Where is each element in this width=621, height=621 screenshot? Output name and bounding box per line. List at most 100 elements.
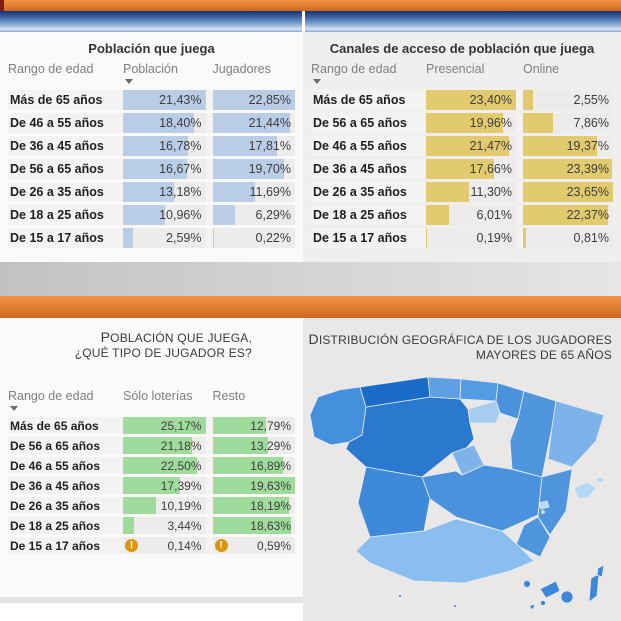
table-row[interactable]: De 26 a 35 años 10,19% 18,19%: [8, 497, 295, 514]
table-row[interactable]: De 18 a 25 años 6,01% 22,37%: [311, 205, 613, 225]
table-row[interactable]: De 56 a 65 años 16,67% 19,70%: [8, 159, 295, 179]
data-bar-cell[interactable]: 22,37%: [523, 205, 613, 225]
data-bar-cell[interactable]: 11,69%: [212, 182, 295, 202]
data-bar-cell[interactable]: 18,40%: [123, 113, 206, 133]
map-region-ceuta-melilla[interactable]: [398, 594, 457, 608]
data-bar-cell[interactable]: ! 0,14%: [123, 537, 206, 554]
table-row[interactable]: De 36 a 45 años 16,78% 17,81%: [8, 136, 295, 156]
data-bar-cell[interactable]: 16,89%: [212, 457, 295, 474]
data-bar-cell[interactable]: 19,96%: [426, 113, 516, 133]
table-row[interactable]: De 56 a 65 años 19,96% 7,86%: [311, 113, 613, 133]
table-row[interactable]: Más de 65 años 25,17% 12,79%: [8, 417, 295, 434]
data-bar-cell[interactable]: 0,19%: [426, 228, 516, 248]
data-bar: [212, 205, 236, 225]
data-bar-cell[interactable]: 2,55%: [523, 90, 613, 110]
data-bar-cell[interactable]: 17,81%: [212, 136, 295, 156]
data-bar-cell[interactable]: 21,44%: [212, 113, 295, 133]
map-region-madrid[interactable]: [451, 444, 485, 476]
cell-value: 21,18%: [160, 438, 202, 453]
map-region-cataluna[interactable]: [547, 400, 605, 468]
data-bar-cell[interactable]: 18,19%: [212, 497, 295, 514]
data-bar-cell[interactable]: 19,37%: [523, 136, 613, 156]
map-region-cantabria[interactable]: [427, 376, 462, 400]
map-region-navarra[interactable]: [495, 382, 525, 420]
table-row[interactable]: De 36 a 45 años 17,39% 19,63%: [8, 477, 295, 494]
data-bar-cell[interactable]: 21,18%: [123, 437, 206, 454]
panel-poblacion-que-juega: Población que juega Rango de edad Poblac…: [0, 32, 303, 262]
data-bar-cell[interactable]: 2,59%: [123, 228, 206, 248]
table-row[interactable]: De 36 a 45 años 17,66% 23,39%: [311, 159, 613, 179]
data-bar-cell[interactable]: 23,65%: [523, 182, 613, 202]
data-bar-cell[interactable]: 17,66%: [426, 159, 516, 179]
column-header-poblacion[interactable]: Población: [123, 62, 206, 90]
map-region-canarias[interactable]: [523, 564, 605, 611]
data-bar-cell[interactable]: 10,19%: [123, 497, 206, 514]
panel-mapa-distribucion: DISTRIBUCIÓN GEOGRÁFICA DE LOS JUGADORES…: [303, 318, 621, 621]
column-header-solo-loterias[interactable]: Sólo loterías: [123, 389, 193, 403]
data-bar-cell[interactable]: 19,70%: [212, 159, 295, 179]
map-region-valencia[interactable]: [537, 468, 573, 536]
column-header-resto[interactable]: Resto: [212, 389, 246, 403]
data-bar-cell[interactable]: 21,47%: [426, 136, 516, 156]
table-row[interactable]: De 18 a 25 años 10,96% 6,29%: [8, 205, 295, 225]
data-bar-cell[interactable]: 13,29%: [212, 437, 295, 454]
cell-value: 19,70%: [248, 162, 291, 176]
map-region-la-rioja[interactable]: [467, 400, 501, 424]
data-bar-cell[interactable]: 23,40%: [426, 90, 516, 110]
data-bar-cell[interactable]: 0,81%: [523, 228, 613, 248]
column-header-rango-de-edad[interactable]: Rango de edad: [311, 62, 419, 90]
data-bar-cell[interactable]: 10,96%: [123, 205, 206, 225]
table-row[interactable]: De 26 a 35 años 11,30% 23,65%: [311, 182, 613, 202]
panel-title: DISTRIBUCIÓN GEOGRÁFICA DE LOS JUGADORES…: [303, 318, 621, 363]
map-region-murcia[interactable]: [515, 516, 551, 558]
panel-title: POBLACIÓN QUE JUEGA, ¿QUÉ TIPO DE JUGADO…: [0, 318, 303, 361]
data-bar-cell[interactable]: 16,78%: [123, 136, 206, 156]
data-bar-cell[interactable]: 6,01%: [426, 205, 516, 225]
data-bar-cell[interactable]: 18,63%: [212, 517, 295, 534]
data-bar-cell[interactable]: 13,18%: [123, 182, 206, 202]
data-bar-cell[interactable]: 3,44%: [123, 517, 206, 534]
table-row[interactable]: Más de 65 años 21,43% 22,85%: [8, 90, 295, 110]
column-header-presencial[interactable]: Presencial: [426, 62, 485, 76]
sort-descending-icon: [10, 406, 18, 411]
column-header-rango-de-edad[interactable]: Rango de edad: [8, 62, 94, 76]
table-body: Más de 65 años 25,17% 12,79% De 56 a 65 año…: [0, 417, 303, 554]
table-row[interactable]: De 46 a 55 años 21,47% 19,37%: [311, 136, 613, 156]
table-row[interactable]: De 15 a 17 años 2,59% 0,22%: [8, 228, 295, 248]
table-row[interactable]: De 46 a 55 años 22,50% 16,89%: [8, 457, 295, 474]
data-bar: [426, 205, 450, 225]
data-bar-cell[interactable]: 11,30%: [426, 182, 516, 202]
table-row[interactable]: De 18 a 25 años 3,44% 18,63%: [8, 517, 295, 534]
map-region-baleares[interactable]: [538, 477, 605, 514]
table-row[interactable]: De 46 a 55 años 18,40% 21,44%: [8, 113, 295, 133]
column-header-jugadores[interactable]: Jugadores: [212, 62, 271, 76]
data-bar-cell[interactable]: ! 0,59%: [212, 537, 295, 554]
map-region-andalucia[interactable]: [355, 518, 535, 584]
map-region-extremadura[interactable]: [357, 466, 431, 538]
data-bar-cell[interactable]: 22,50%: [123, 457, 206, 474]
data-bar-cell[interactable]: 0,22%: [212, 228, 295, 248]
data-bar-cell[interactable]: 6,29%: [212, 205, 295, 225]
data-bar-cell[interactable]: 16,67%: [123, 159, 206, 179]
data-bar-cell[interactable]: 23,39%: [523, 159, 613, 179]
data-bar-cell[interactable]: 7,86%: [523, 113, 613, 133]
data-bar-cell[interactable]: 19,63%: [212, 477, 295, 494]
table-row[interactable]: Más de 65 años 23,40% 2,55%: [311, 90, 613, 110]
data-bar-cell[interactable]: 22,85%: [212, 90, 295, 110]
data-bar-cell[interactable]: 25,17%: [123, 417, 206, 434]
map-region-galicia[interactable]: [309, 386, 367, 446]
column-header-rango-de-edad[interactable]: Rango de edad: [8, 389, 116, 417]
table-body: Más de 65 años 21,43% 22,85% De 46 a 55 año…: [0, 90, 303, 248]
map-region-castilla-la-mancha[interactable]: [421, 464, 543, 532]
table-row[interactable]: De 15 a 17 años! 0,14%! 0,59%: [8, 537, 295, 554]
cell-value: 6,01%: [476, 208, 512, 222]
table-row[interactable]: De 26 a 35 años 13,18% 11,69%: [8, 182, 295, 202]
data-bar-cell[interactable]: 21,43%: [123, 90, 206, 110]
table-row[interactable]: De 56 a 65 años 21,18% 13,29%: [8, 437, 295, 454]
map-region-pais-vasco[interactable]: [459, 378, 499, 402]
table-row[interactable]: De 15 a 17 años 0,19% 0,81%: [311, 228, 613, 248]
column-header-online[interactable]: Online: [523, 62, 560, 76]
data-bar: [523, 136, 597, 156]
data-bar-cell[interactable]: 17,39%: [123, 477, 206, 494]
data-bar-cell[interactable]: 12,79%: [212, 417, 295, 434]
